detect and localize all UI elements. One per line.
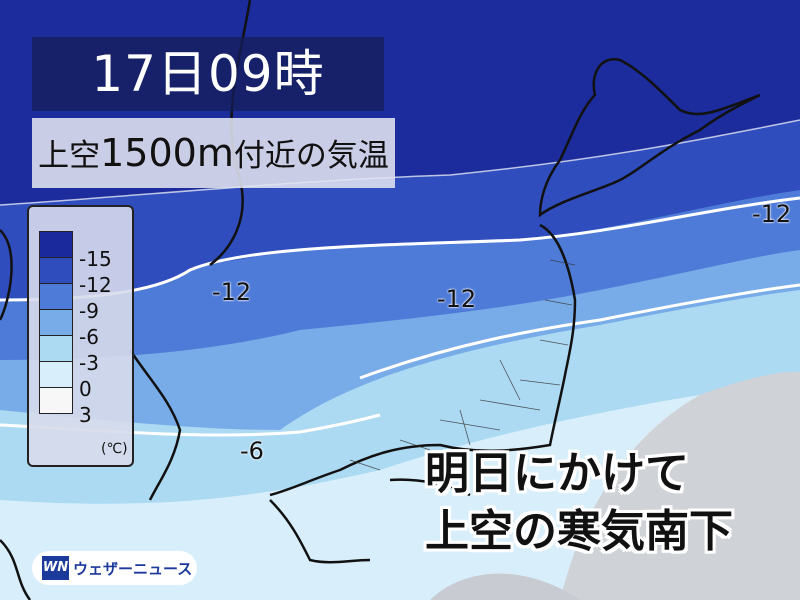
weathernews-logo: WN ウェザーニュース xyxy=(32,551,197,585)
legend-label: -3 xyxy=(79,351,99,375)
legend-swatch xyxy=(40,336,72,362)
forecast-datetime: 17日09時 xyxy=(32,37,384,111)
legend-label: -6 xyxy=(79,325,99,349)
prefecture-borders xyxy=(349,259,576,471)
legend-label: 0 xyxy=(79,377,92,401)
legend-swatches xyxy=(39,231,73,414)
legend-label: 3 xyxy=(79,403,92,427)
legend-label: -12 xyxy=(79,273,112,297)
legend-label: -9 xyxy=(79,299,99,323)
headline-line2: 上空の寒気南下 xyxy=(425,506,733,557)
map-subtitle: 上空1500m付近の気温 xyxy=(32,118,395,188)
legend-swatch xyxy=(40,362,72,388)
isotherm-label: -12 xyxy=(752,200,792,228)
cloud-area xyxy=(560,371,800,600)
legend-swatch xyxy=(40,258,72,284)
logo-text: ウェザーニュース xyxy=(73,559,193,578)
isotherm-label: -12 xyxy=(437,285,477,313)
headline-line1: 明日にかけて xyxy=(425,448,689,499)
isotherm-label: -6 xyxy=(240,437,264,465)
subtitle-height: 1500m xyxy=(100,131,234,175)
legend-swatch xyxy=(40,388,72,413)
wn-logo-icon: WN xyxy=(42,556,69,580)
subtitle-suffix: 付近の気温 xyxy=(233,138,389,174)
headline: 明日にかけて 上空の寒気南下 xyxy=(425,445,733,561)
legend-swatch xyxy=(40,284,72,310)
temperature-legend: -15 -12 -9 -6 -3 0 3 (℃) xyxy=(27,205,134,467)
legend-swatch xyxy=(40,310,72,336)
subtitle-prefix: 上空 xyxy=(38,138,101,174)
legend-unit: (℃) xyxy=(101,441,128,457)
legend-swatch xyxy=(40,232,72,258)
isotherm-label: -12 xyxy=(212,278,252,306)
cloud-area xyxy=(430,573,580,600)
legend-label: -15 xyxy=(79,247,112,271)
